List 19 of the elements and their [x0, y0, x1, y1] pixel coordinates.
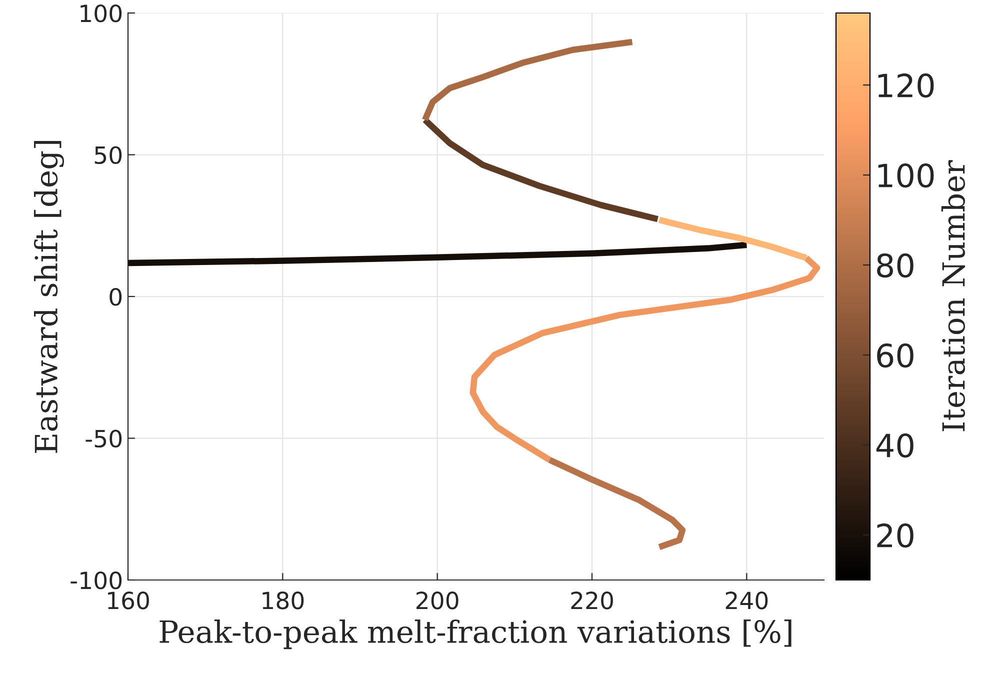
x-axis-title: Peak-to-peak melt-fraction variations [%]: [160, 620, 792, 650]
color-bar-label: 60: [877, 343, 914, 368]
x-tick-label: 240: [726, 592, 768, 610]
color-bar-label: 80: [877, 253, 914, 278]
color-bar-label: 40: [876, 433, 914, 458]
y-tick-label: 50: [94, 146, 122, 164]
color-bar-label: 100: [878, 163, 934, 188]
x-tick-label: 200: [416, 592, 458, 610]
y-tick-label: 100: [80, 4, 122, 22]
color-bar-title: Iteration Number: [941, 160, 966, 432]
y-axis-title: Eastward shift [deg]: [34, 141, 64, 453]
x-tick-label: 160: [108, 592, 149, 610]
y-tick-label: -50: [86, 430, 122, 448]
x-tick-label: 180: [262, 592, 304, 610]
y-tick-label: 0: [110, 288, 122, 306]
color-bar-label: 20: [877, 523, 914, 548]
color-bar-label: 120: [878, 73, 934, 98]
x-tick-label: 220: [571, 592, 613, 610]
y-tick-label: -100: [70, 571, 122, 590]
